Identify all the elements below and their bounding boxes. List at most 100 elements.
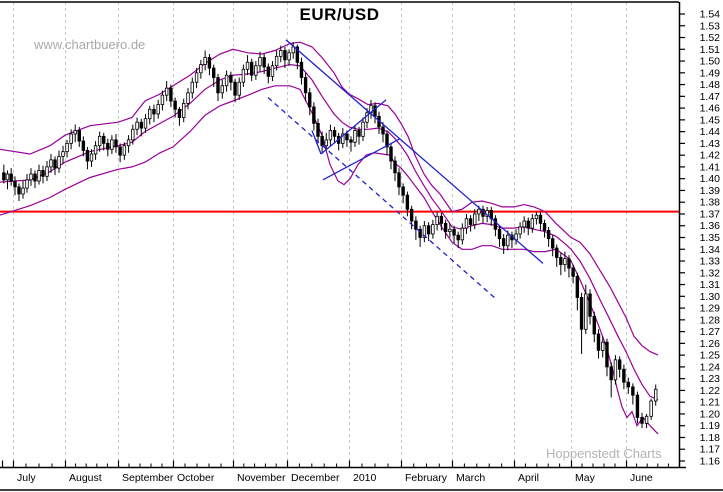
candle <box>2 164 6 184</box>
candle-body <box>542 222 547 231</box>
candle <box>389 143 393 170</box>
candle <box>542 219 547 238</box>
candle <box>262 53 266 74</box>
candle <box>199 59 203 79</box>
candle-body <box>439 215 444 224</box>
candle <box>233 78 237 103</box>
month-label: June <box>630 472 653 484</box>
candle-body <box>409 208 414 222</box>
candle-body <box>452 228 456 236</box>
candle <box>431 219 435 239</box>
candle <box>501 233 506 254</box>
candle <box>381 122 385 143</box>
candle <box>266 63 271 84</box>
y-tick-label: 1.33 <box>700 256 721 268</box>
candle-body <box>216 77 220 94</box>
candle-body <box>550 238 555 249</box>
y-axis-labels: 1.161.171.181.191.201.211.221.231.241.25… <box>679 9 720 468</box>
candle-body <box>194 72 199 83</box>
y-tick-label: 1.21 <box>700 397 721 409</box>
candle <box>468 215 473 232</box>
candle-body <box>303 77 308 94</box>
candle-body <box>114 139 118 148</box>
candle <box>45 161 49 182</box>
candle <box>303 72 308 102</box>
candle-body <box>341 133 345 144</box>
candle <box>148 105 152 125</box>
candle <box>550 235 555 257</box>
candle <box>139 118 143 137</box>
candle-body <box>546 230 551 240</box>
candle <box>241 64 246 87</box>
candle-body <box>102 135 106 144</box>
candle-body <box>266 66 271 77</box>
trend-line-dashed <box>267 97 498 301</box>
candle-body <box>118 146 122 156</box>
candle <box>464 213 469 234</box>
candle-body <box>555 247 559 258</box>
candle-body <box>190 81 194 94</box>
candle <box>588 289 592 325</box>
candle <box>97 131 102 152</box>
candle-body <box>635 394 640 418</box>
candle <box>510 231 514 249</box>
candle <box>579 292 584 354</box>
candle <box>254 61 258 80</box>
candle <box>546 226 551 247</box>
candle <box>177 106 182 126</box>
bollinger-lower-band <box>0 85 659 435</box>
y-tick-label: 1.26 <box>700 338 721 350</box>
y-tick-label: 1.51 <box>700 44 721 56</box>
y-tick-label: 1.22 <box>700 385 721 397</box>
bollinger-middle-band <box>0 63 659 401</box>
month-label: May <box>575 472 596 484</box>
candle-body <box>249 61 254 76</box>
candle <box>373 102 377 124</box>
candle-body <box>41 170 45 177</box>
candle-body <box>233 81 237 96</box>
candle <box>596 329 601 359</box>
candle-body <box>122 145 127 156</box>
candle <box>81 136 86 157</box>
candle <box>405 191 410 217</box>
candle <box>122 142 127 160</box>
candle-body <box>345 133 349 141</box>
x-axis-labels: July August September October November Decemb… <box>1 460 669 484</box>
candle <box>41 165 45 184</box>
candle <box>73 124 77 143</box>
candle <box>506 230 510 251</box>
candle <box>77 126 81 147</box>
candle <box>65 139 69 158</box>
candle <box>361 117 365 142</box>
candle-body <box>526 220 530 229</box>
candle-body <box>160 94 165 105</box>
candle-body <box>308 92 312 108</box>
candle-body <box>5 173 10 181</box>
y-tick-label: 1.29 <box>700 303 721 315</box>
candle <box>341 128 345 149</box>
y-tick-label: 1.42 <box>700 150 721 162</box>
candle <box>164 81 169 102</box>
candle-body <box>644 415 649 424</box>
y-tick-label: 1.43 <box>700 138 721 150</box>
candle <box>5 170 10 190</box>
y-tick-label: 1.52 <box>700 32 721 44</box>
month-label: 2010 <box>353 472 377 484</box>
candle <box>169 84 173 107</box>
candle <box>401 183 405 204</box>
candle-body <box>143 118 148 129</box>
candle-body <box>9 173 13 182</box>
candle-body <box>110 139 114 150</box>
y-tick-label: 1.34 <box>700 244 721 256</box>
candle-body <box>224 74 229 87</box>
candle <box>609 362 613 398</box>
y-tick-label: 1.28 <box>700 314 721 326</box>
candle-body <box>199 64 203 74</box>
candle-body <box>89 153 94 162</box>
candle-body <box>473 213 477 225</box>
candle-body <box>353 130 357 143</box>
candle-body <box>148 108 152 120</box>
bollinger-bands <box>0 41 659 435</box>
candle-body <box>93 145 98 155</box>
